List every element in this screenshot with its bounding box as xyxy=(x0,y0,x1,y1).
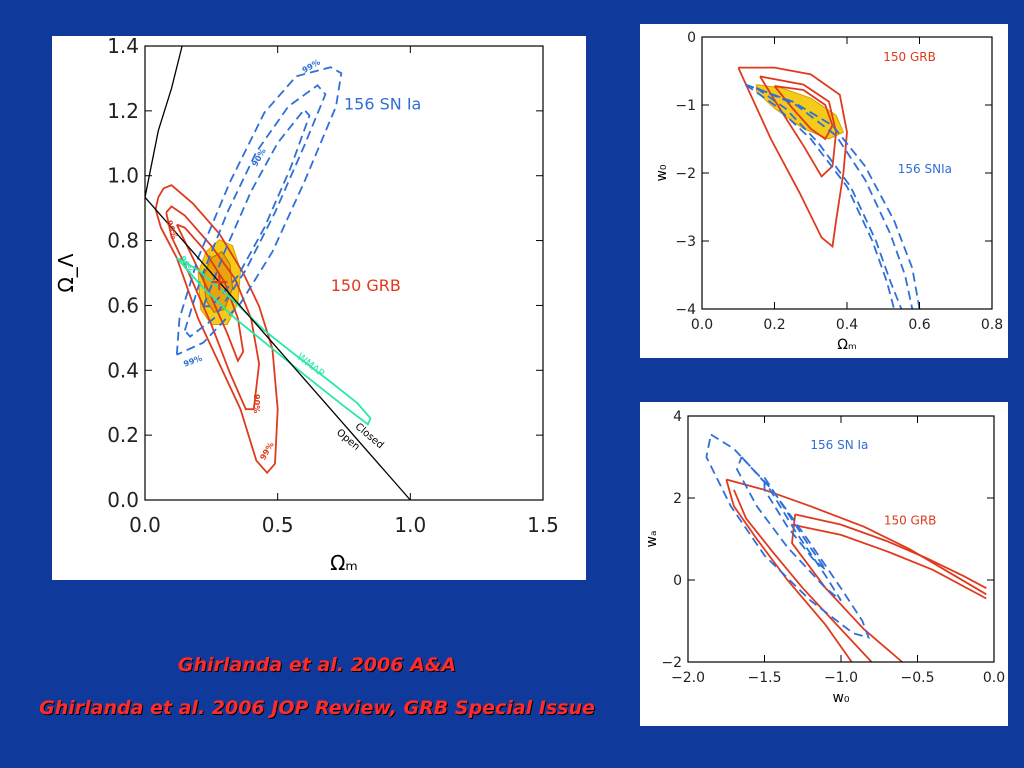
y-tick-label: 0.4 xyxy=(107,358,139,382)
grb-contour-68 xyxy=(794,513,987,589)
y-tick-label: 1.0 xyxy=(107,164,139,188)
sn-label: 156 SN Ia xyxy=(810,438,868,452)
sn-label: 156 SN Ia xyxy=(344,95,421,114)
x-tick-label: 0.5 xyxy=(262,513,294,537)
wmap-label: WMAP xyxy=(294,351,326,379)
grb-label: 150 GRB xyxy=(331,276,401,295)
contour-level-label: 90% xyxy=(252,394,261,413)
main-contour-chart: 0.0 0.5 1.0 1.5 0.0 0.2 0.4 0.6 0.8 1.0 1.2 1.4 Ωₘ Ω_… xyxy=(52,36,586,580)
x-tick-label: 0.2 xyxy=(763,317,785,333)
sn-contour-90 xyxy=(756,87,914,310)
y-tick-label: 0.2 xyxy=(107,423,139,447)
sn-contour-90 xyxy=(736,456,842,602)
sn-contour-99 xyxy=(175,66,343,356)
y-axis-title: wₐ xyxy=(644,531,660,548)
grb-contour-68 xyxy=(175,223,245,363)
x-tick-label: 1.0 xyxy=(394,513,426,537)
x-axis-title: Ωₘ xyxy=(330,551,358,575)
sn-contour-90 xyxy=(755,87,903,310)
grb-contour-90 xyxy=(791,523,987,600)
sn-contour-90 xyxy=(183,84,327,338)
sn-contour-99 xyxy=(745,83,921,310)
x-tick-label: −2.0 xyxy=(671,670,705,686)
x-tick-label: 0.4 xyxy=(836,317,858,333)
grb-contour-99 xyxy=(737,66,848,249)
w0-chart-svg: 0.0 0.2 0.4 0.6 0.8 0 −1 −2 −3 −4 Ωₘ w₀ 150 GRB 156 S… xyxy=(654,30,1003,353)
y-tick-label: 0 xyxy=(673,573,682,589)
x-tick-label: 0.0 xyxy=(691,317,713,333)
grb-contour-99 xyxy=(725,479,853,663)
grb-contour-68 xyxy=(773,85,834,141)
sn-contour-68 xyxy=(202,108,311,308)
y-tick-label: −2 xyxy=(675,166,696,182)
x-axis-title: w₀ xyxy=(832,690,849,706)
y-tick-label: 0.0 xyxy=(107,488,139,512)
x-tick-label: −1.5 xyxy=(748,670,782,686)
grb-label: 150 GRB xyxy=(884,514,937,528)
y-axis-title: w₀ xyxy=(654,164,670,181)
y-tick-label: 0.8 xyxy=(107,229,139,253)
grb-contour-90 xyxy=(165,205,261,411)
x-axis-title: Ωₘ xyxy=(837,337,856,353)
w0-omega-chart: 0.0 0.2 0.4 0.6 0.8 0 −1 −2 −3 −4 Ωₘ w₀ 150 GRB 156 S… xyxy=(640,24,1008,358)
y-tick-label: 1.2 xyxy=(107,99,139,123)
y-tick-label: 4 xyxy=(673,409,682,425)
y-tick-label: −4 xyxy=(675,302,696,318)
y-tick-label: −2 xyxy=(661,655,682,671)
wa-w0-chart: −2.0 −1.5 −1.0 −0.5 0.0 4 2 0 −2 w₀ wₐ 156 SN Ia 150… xyxy=(640,402,1008,726)
y-tick-label: −1 xyxy=(675,98,696,114)
x-tick-label: −1.0 xyxy=(824,670,858,686)
sn-contour-68 xyxy=(763,477,827,571)
x-tick-label: −0.5 xyxy=(901,670,935,686)
x-tick-label: 0.6 xyxy=(908,317,930,333)
y-tick-label: −3 xyxy=(675,234,696,250)
y-tick-label: 0.6 xyxy=(107,293,139,317)
y-tick-label: 1.4 xyxy=(107,36,139,58)
x-tick-label: 0.0 xyxy=(983,670,1005,686)
x-tick-label: 0.0 xyxy=(129,513,161,537)
boundary-line xyxy=(144,45,183,198)
sn-contour-99 xyxy=(744,83,895,310)
grb-contour-90 xyxy=(733,489,873,663)
y-axis-title: Ω_Λ xyxy=(54,253,78,292)
x-tick-label: 0.8 xyxy=(981,317,1003,333)
sn-contour-99 xyxy=(705,433,870,639)
citation-line-2: Ghirlanda et al. 2006 JOP Review, GRB Sp… xyxy=(39,697,595,719)
plot-frame xyxy=(687,415,995,663)
x-tick-label: 1.5 xyxy=(527,513,559,537)
y-tick-label: 2 xyxy=(673,491,682,507)
flat-line xyxy=(144,196,411,501)
citation-line-1: Ghirlanda et al. 2006 A&A xyxy=(177,654,457,676)
sn-label: 156 SNIa xyxy=(898,162,952,176)
main-chart-svg: 0.0 0.5 1.0 1.5 0.0 0.2 0.4 0.6 0.8 1.0 1.2 1.4 Ωₘ Ω_… xyxy=(54,36,559,575)
best-fit-marker xyxy=(211,274,228,291)
grb-label: 150 GRB xyxy=(883,50,936,64)
contour-level-label: 99% xyxy=(258,441,275,462)
contour-level-label: 99% xyxy=(182,354,203,369)
plot-frame xyxy=(144,45,544,501)
y-tick-label: 0 xyxy=(687,30,696,46)
wa-chart-svg: −2.0 −1.5 −1.0 −0.5 0.0 4 2 0 −2 w₀ wₐ 156 SN Ia 150… xyxy=(644,409,1005,706)
